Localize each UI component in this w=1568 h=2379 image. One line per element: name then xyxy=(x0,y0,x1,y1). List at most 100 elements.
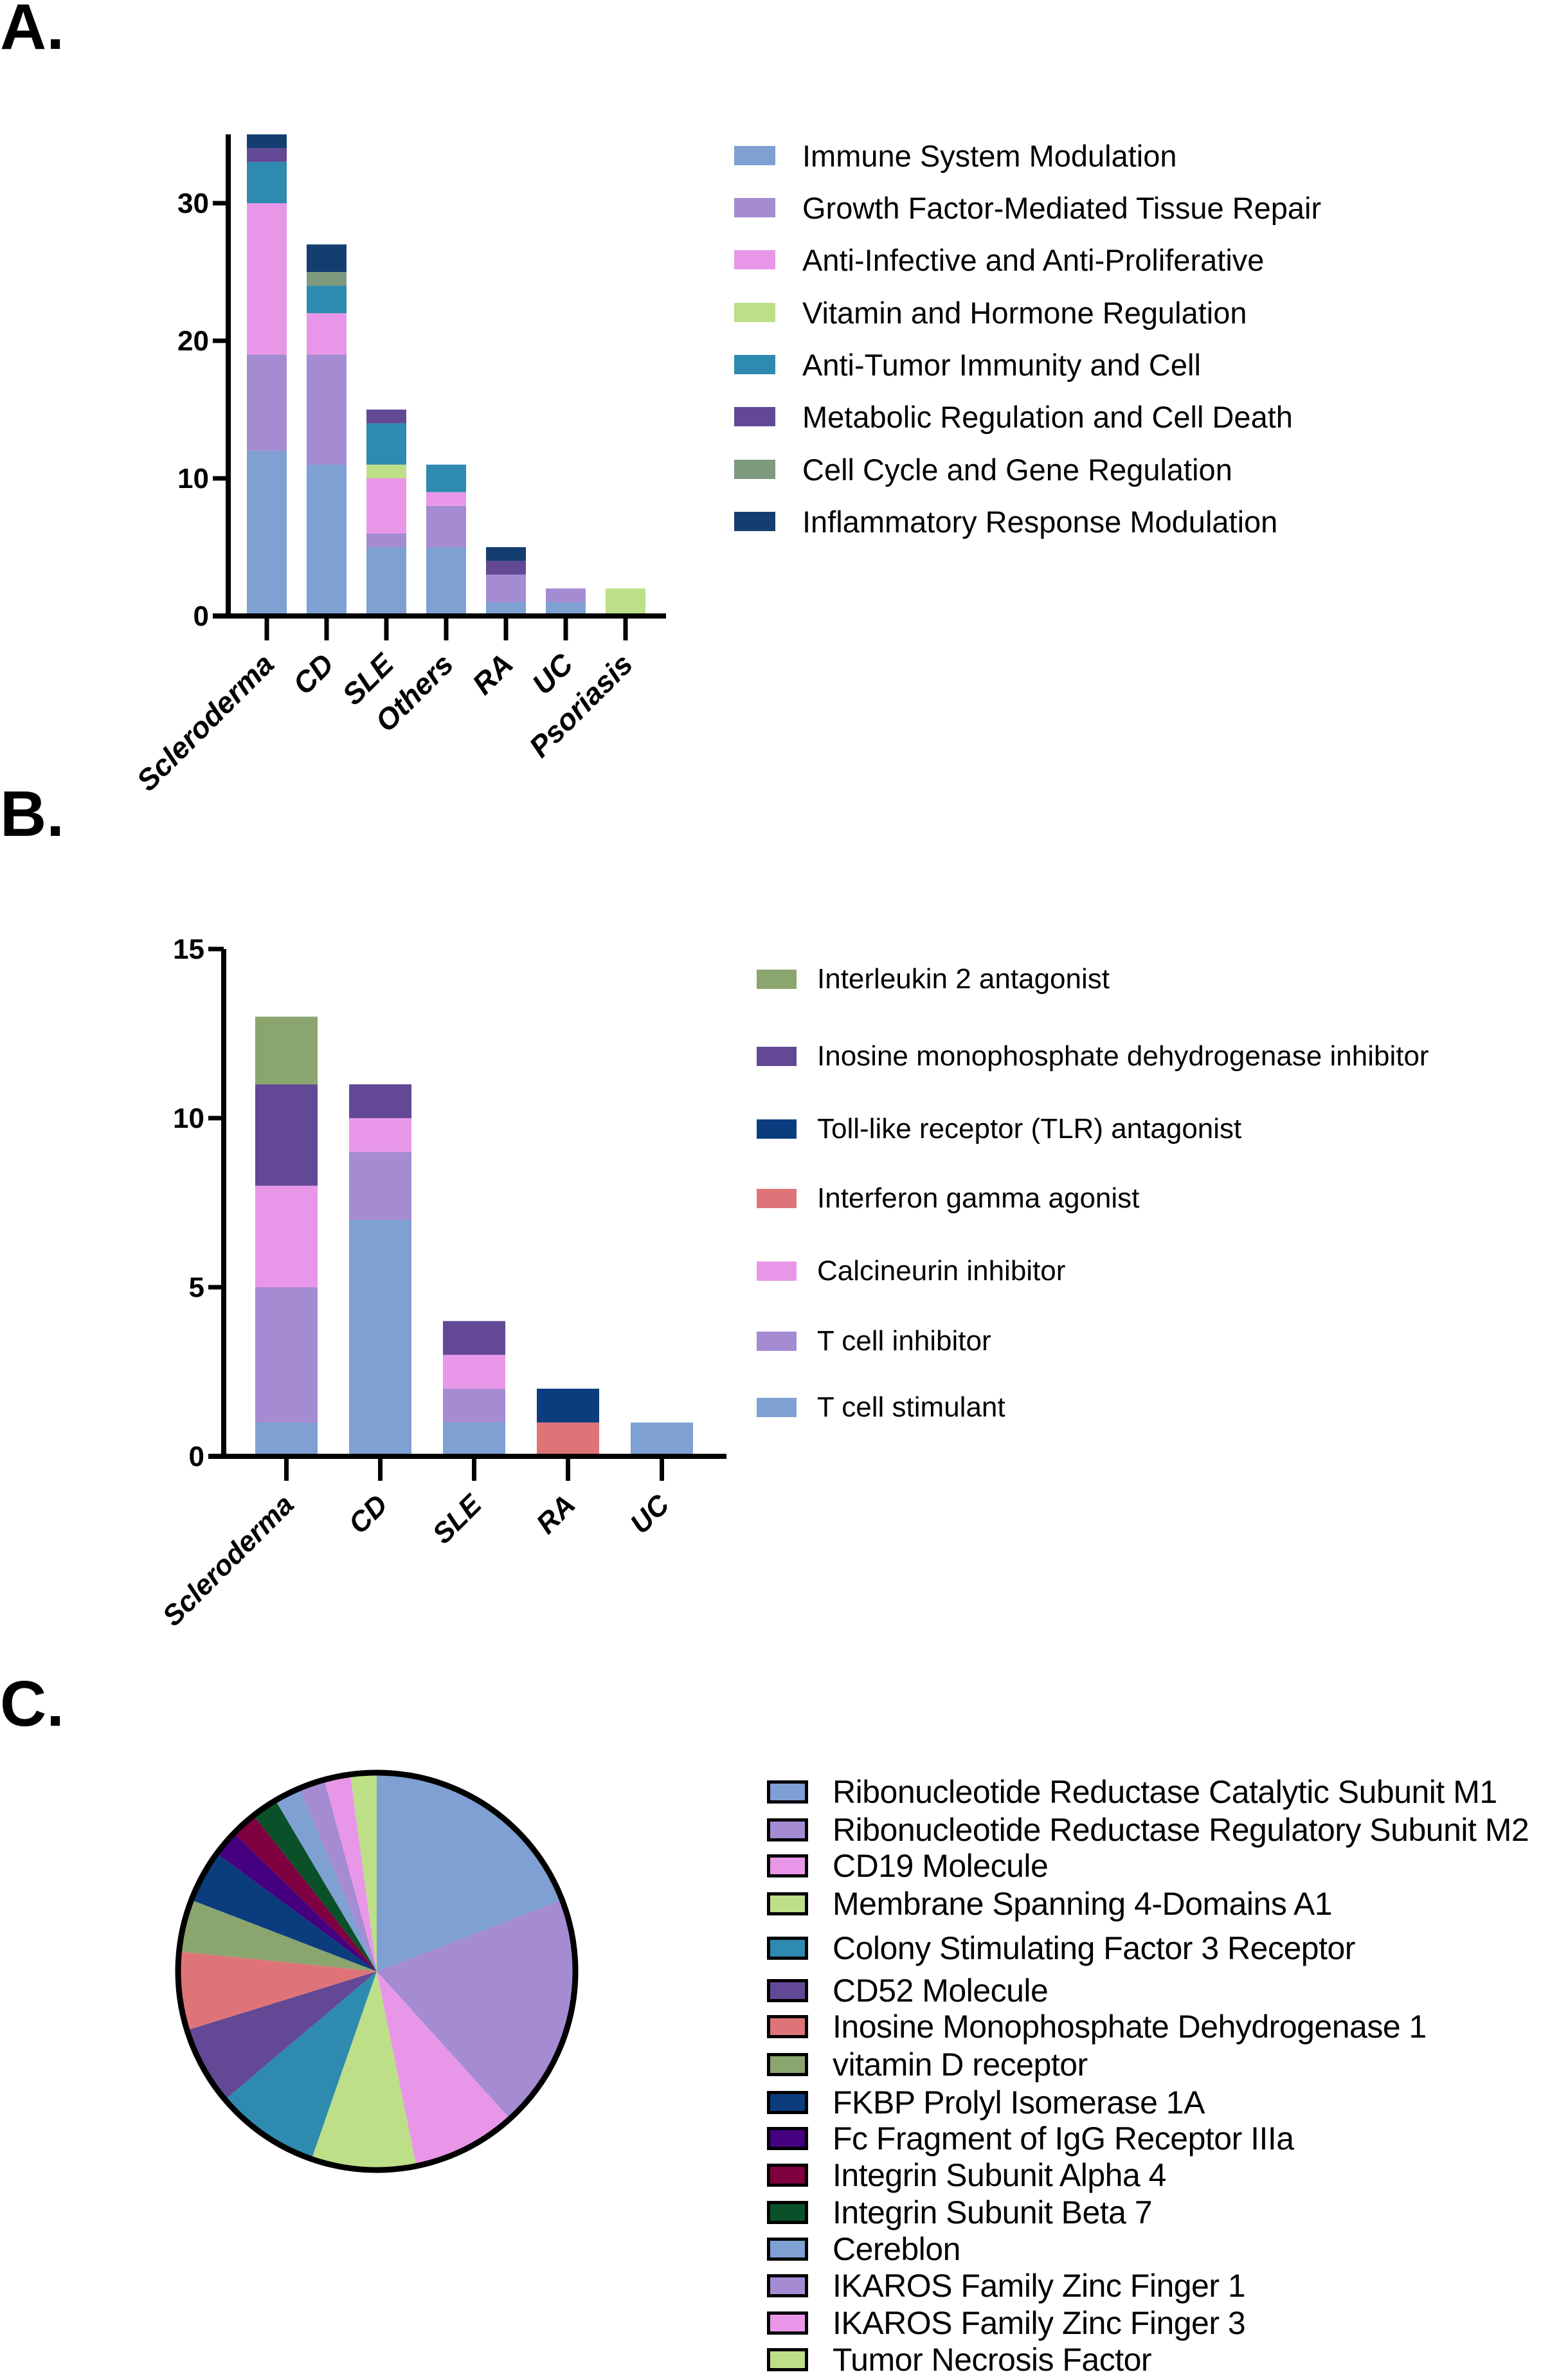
legend-item: CD52 Molecule xyxy=(767,1971,1049,2010)
bar-segment xyxy=(247,134,287,149)
legend-item: Integrin Subunit Beta 7 xyxy=(767,2193,1153,2232)
panel-label-a: A. xyxy=(0,0,64,63)
x-tick-label: Scleroderma xyxy=(130,647,280,797)
pie-slice xyxy=(299,1779,377,1971)
legend-item: Tumor Necrosis Factor xyxy=(767,2340,1152,2379)
panel-label-c: C. xyxy=(0,1668,64,1740)
bar-segment xyxy=(443,1355,505,1389)
legend-item: Integrin Subunit Alpha 4 xyxy=(767,2156,1166,2194)
legend-item: Toll-like receptor (TLR) antagonist xyxy=(757,1110,1241,1148)
legend-label: Anti-Tumor Immunity and Cell xyxy=(802,347,1201,382)
legend-label: Interleukin 2 antagonist xyxy=(817,963,1110,995)
pie-slice xyxy=(350,1773,377,1971)
legend-swatch xyxy=(767,1937,808,1960)
legend-label: Anti-Infective and Anti-Proliferative xyxy=(802,242,1265,277)
y-tick-label: 0 xyxy=(194,601,209,632)
legend-label: Membrane Spanning 4-Domains A1 xyxy=(833,1886,1333,1922)
bar-segment xyxy=(426,547,466,616)
legend-item: T cell inhibitor xyxy=(757,1322,991,1361)
bar-segment xyxy=(307,354,347,465)
legend-swatch xyxy=(757,1262,797,1281)
legend-item: FKBP Prolyl Isomerase 1A xyxy=(767,2083,1205,2122)
legend-swatch xyxy=(767,2348,808,2371)
legend-item: IKAROS Family Zinc Finger 3 xyxy=(767,2304,1246,2342)
bar-segment xyxy=(255,1017,318,1085)
x-tick-label: CD xyxy=(343,1488,394,1540)
legend-label: Colony Stimulating Factor 3 Receptor xyxy=(833,1930,1355,1966)
legend-swatch xyxy=(734,146,775,165)
legend-swatch xyxy=(757,1332,797,1351)
legend-swatch xyxy=(767,2091,808,2114)
legend-swatch xyxy=(734,303,775,322)
chart-c-pie xyxy=(175,1769,579,2173)
legend-label: Fc Fragment of IgG Receptor IIIa xyxy=(833,2121,1294,2157)
bar-segment xyxy=(366,410,406,424)
legend-swatch xyxy=(757,1119,797,1139)
bar-segment xyxy=(443,1422,505,1456)
bar-segment xyxy=(486,602,526,616)
bar-segment xyxy=(426,464,466,493)
legend-swatch xyxy=(734,250,775,269)
legend-swatch xyxy=(767,2164,808,2187)
legend-swatch xyxy=(757,1047,797,1066)
y-tick-label: 5 xyxy=(189,1272,204,1303)
bar-segment xyxy=(366,478,406,534)
legend-swatch xyxy=(757,1189,797,1208)
legend-item: Immune System Modulation xyxy=(734,136,1177,175)
bar-segment xyxy=(255,1422,318,1456)
x-tick-label: RA xyxy=(465,647,519,701)
legend-swatch xyxy=(767,2311,808,2335)
y-tick-label: 0 xyxy=(189,1441,204,1472)
pie-slice xyxy=(377,1773,563,1971)
legend-label: Interferon gamma agonist xyxy=(817,1182,1140,1214)
bar-segment xyxy=(546,602,586,616)
bar-segment xyxy=(349,1152,411,1220)
legend-label: Immune System Modulation xyxy=(802,138,1177,173)
pie-slice xyxy=(191,1853,377,1971)
bar-segment xyxy=(366,547,406,616)
legend-swatch xyxy=(767,2127,808,2150)
legend-swatch xyxy=(767,2053,808,2076)
chart-b-stacked-bar: Scleroderma CD SLE RA UC 0 5 10 15 xyxy=(156,934,726,1633)
bar-segment xyxy=(537,1388,599,1423)
legend-label: Growth Factor-Mediated Tissue Repair xyxy=(802,190,1322,225)
bar-segment xyxy=(486,547,526,561)
bar-segment xyxy=(366,423,406,465)
pie-slice xyxy=(186,1971,377,2100)
legend-swatch xyxy=(734,512,775,531)
legend-label: Metabolic Regulation and Cell Death xyxy=(802,399,1293,434)
x-tick-label: Scleroderma xyxy=(156,1488,300,1632)
bar-segment xyxy=(247,148,287,162)
legend-label: Calcineurin inhibitor xyxy=(817,1255,1066,1287)
pie-slice xyxy=(217,1833,377,1971)
bar-segment xyxy=(443,1321,505,1355)
bar-segment xyxy=(255,1186,318,1287)
legend-item: T cell stimulant xyxy=(757,1388,1005,1427)
pie-outline xyxy=(175,1769,579,2173)
legend-label: Vitamin and Hormone Regulation xyxy=(802,295,1247,330)
legend-swatch xyxy=(767,1780,808,1804)
y-tick-label: 15 xyxy=(173,934,204,965)
bar-segment xyxy=(255,1287,318,1423)
bar-segment xyxy=(537,1422,599,1456)
legend-swatch xyxy=(734,198,775,217)
legend-item: Cereblon xyxy=(767,2230,960,2268)
x-tick-label: SLE xyxy=(426,1488,488,1550)
bar-segment xyxy=(349,1219,411,1456)
y-tick-label: 10 xyxy=(173,1103,204,1134)
x-tick-label: UC xyxy=(624,1488,676,1540)
legend-item: IKAROS Family Zinc Finger 1 xyxy=(767,2266,1246,2305)
legend-item: Vitamin and Hormone Regulation xyxy=(734,293,1247,332)
pie-slice xyxy=(178,1951,377,2031)
bar-segment xyxy=(349,1084,411,1118)
legend-swatch xyxy=(734,460,775,479)
legend-label: Cereblon xyxy=(833,2231,960,2267)
legend-swatch xyxy=(767,2274,808,2297)
pie-slice xyxy=(377,1971,510,2166)
legend-label: Inosine Monophosphate Dehydrogenase 1 xyxy=(833,2009,1427,2045)
legend-label: Ribonucleotide Reductase Regulatory Subu… xyxy=(833,1812,1529,1848)
panel-label-b: B. xyxy=(0,778,64,850)
pie-slice xyxy=(225,1971,377,2159)
legend-label: Cell Cycle and Gene Regulation xyxy=(802,452,1232,487)
